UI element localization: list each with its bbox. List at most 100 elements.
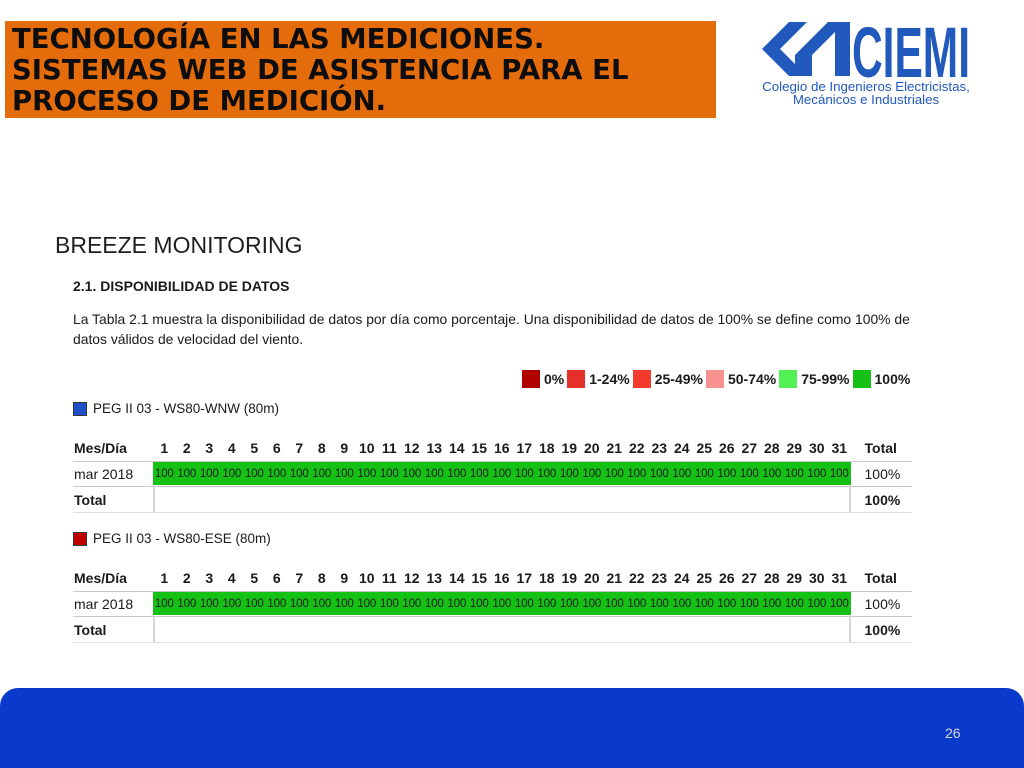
column-header-day: 14	[448, 440, 465, 457]
column-header-day: 29	[786, 440, 803, 457]
availability-cell: 100	[243, 592, 266, 616]
availability-cell: 100	[603, 592, 626, 616]
column-header-day: 29	[786, 570, 803, 587]
availability-cell: 100	[220, 592, 243, 616]
column-header-total: Total	[864, 440, 897, 457]
column-header-day: 23	[651, 440, 668, 457]
column-header-day: 1	[160, 440, 169, 457]
availability-cell: 100	[490, 462, 513, 486]
availability-cell: 100	[220, 462, 243, 486]
legend-label: 50-74%	[727, 370, 777, 387]
table-total-row: Total 100%	[73, 487, 912, 513]
availability-cell: 100	[648, 592, 671, 616]
column-header-day: 27	[741, 570, 758, 587]
availability-cell: 100	[513, 462, 536, 486]
column-header-day: 28	[763, 570, 780, 587]
column-header-day: 3	[205, 440, 214, 457]
column-header-day: 4	[227, 440, 236, 457]
availability-cell: 100	[198, 592, 221, 616]
column-header-day: 12	[403, 440, 420, 457]
availability-cell: 100	[580, 592, 603, 616]
availability-cell: 100	[715, 592, 738, 616]
availability-cell: 100	[175, 462, 198, 486]
logo-subtitle-line: Colegio de Ingenieros Electricistas,	[762, 79, 970, 94]
column-header-day: 9	[340, 570, 349, 587]
column-header-day: 8	[317, 440, 326, 457]
column-header-day: 2	[182, 440, 191, 457]
availability-cell: 100	[490, 592, 513, 616]
column-header-day: 22	[628, 570, 645, 587]
legend-label: 25-49%	[654, 370, 703, 387]
column-header-day: 13	[426, 440, 443, 457]
total-row-empty-cell	[153, 487, 851, 512]
ciemi-logo: CIEMI	[762, 14, 970, 93]
availability-cell: 100	[670, 462, 693, 486]
availability-cell: 100	[760, 462, 783, 486]
column-header-day: 5	[250, 440, 259, 457]
slide-title-line: TECNOLOGÍA EN LAS MEDICIONES.	[12, 23, 545, 55]
availability-cell: 100	[310, 592, 333, 616]
column-header-day: 19	[561, 570, 578, 587]
sensor-label: PEG II 03 - WS80-WNW (80m)	[93, 401, 280, 416]
row-label-month: mar 2018	[74, 595, 134, 612]
ciemi-logo-wordmark: CIEMI	[852, 14, 970, 93]
availability-cell: 100	[445, 592, 468, 616]
column-header-day: 11	[381, 570, 397, 587]
column-header-day: 21	[606, 440, 623, 457]
availability-cell: 100	[738, 592, 761, 616]
availability-cell: 100	[828, 592, 851, 616]
availability-cell: 100	[378, 592, 401, 616]
availability-cell: 100	[783, 592, 806, 616]
legend-label: 75-99%	[801, 370, 850, 387]
section-title: BREEZE MONITORING	[55, 232, 303, 258]
report-paragraph: La Tabla 2.1 muestra la disponibilidad d…	[73, 309, 910, 349]
sensor-color-swatch	[73, 402, 87, 416]
availability-cell: 100	[783, 462, 806, 486]
availability-cell: 100	[558, 592, 581, 616]
column-header-day: 2	[182, 570, 191, 587]
availability-table: Mes/Día 1 2 3 4 5 6 7 8 9 10 11 12 13 14 15 16 17 18 19 20 21…	[73, 566, 912, 643]
report-heading: 2.1. DISPONIBILIDAD DE DATOS	[73, 278, 290, 294]
availability-cell: 100	[693, 462, 716, 486]
legend-swatch	[779, 369, 798, 388]
legend-swatch	[705, 369, 724, 388]
table-row: mar 2018 100 100 100 100 100 100 100 100 100 100 10…	[73, 592, 912, 617]
legend-swatch	[852, 369, 871, 388]
column-header-day: 24	[673, 440, 690, 457]
availability-cell: 100	[468, 462, 491, 486]
legend-swatch	[567, 369, 586, 388]
table-header-row: Mes/Día 1 2 3 4 5 6 7 8 9 10 11 12 13 14 15 16 17 18 19 20 21…	[73, 566, 912, 592]
availability-cell: 100	[805, 592, 828, 616]
column-header-day: 7	[295, 440, 304, 457]
footer-bar	[0, 688, 1024, 768]
column-header-day: 18	[538, 570, 555, 587]
column-header-day: 11	[381, 440, 397, 457]
column-header-day: 9	[340, 440, 349, 457]
availability-cell: 100	[265, 462, 288, 486]
availability-cell: 100	[153, 462, 176, 486]
legend-item: 50-74%	[705, 369, 777, 388]
total-row-value: 100%	[864, 621, 901, 638]
column-header-month-day: Mes/Día	[74, 440, 127, 457]
column-header-day: 15	[471, 570, 488, 587]
table-header-row: Mes/Día 1 2 3 4 5 6 7 8 9 10 11 12 13 14 15 16 17 18 19 20 21…	[73, 436, 912, 462]
report-paragraph-line: datos válidos de velocidad del viento.	[73, 331, 304, 347]
total-row-value: 100%	[864, 491, 901, 508]
column-header-day: 7	[295, 570, 304, 587]
column-header-total: Total	[864, 570, 897, 587]
column-header-day: 27	[741, 440, 758, 457]
column-header-day: 21	[606, 570, 623, 587]
availability-cell: 100	[828, 462, 851, 486]
legend-label: 0%	[544, 370, 565, 387]
column-header-day: 25	[696, 440, 713, 457]
sensor-header: PEG II 03 - WS80-WNW (80m)	[73, 401, 279, 417]
column-header-day: 24	[673, 570, 690, 587]
row-total-value: 100%	[864, 595, 901, 612]
column-header-day: 19	[561, 440, 578, 457]
availability-cell: 100	[310, 462, 333, 486]
availability-cell: 100	[648, 462, 671, 486]
availability-legend: 0% 1-24% 25-49% 50-74% 75-99% 100%	[522, 369, 913, 388]
column-header-day: 26	[718, 440, 735, 457]
legend-label: 1-24%	[589, 370, 630, 387]
slide-title-line: SISTEMAS WEB DE ASISTENCIA PARA EL	[12, 54, 629, 86]
